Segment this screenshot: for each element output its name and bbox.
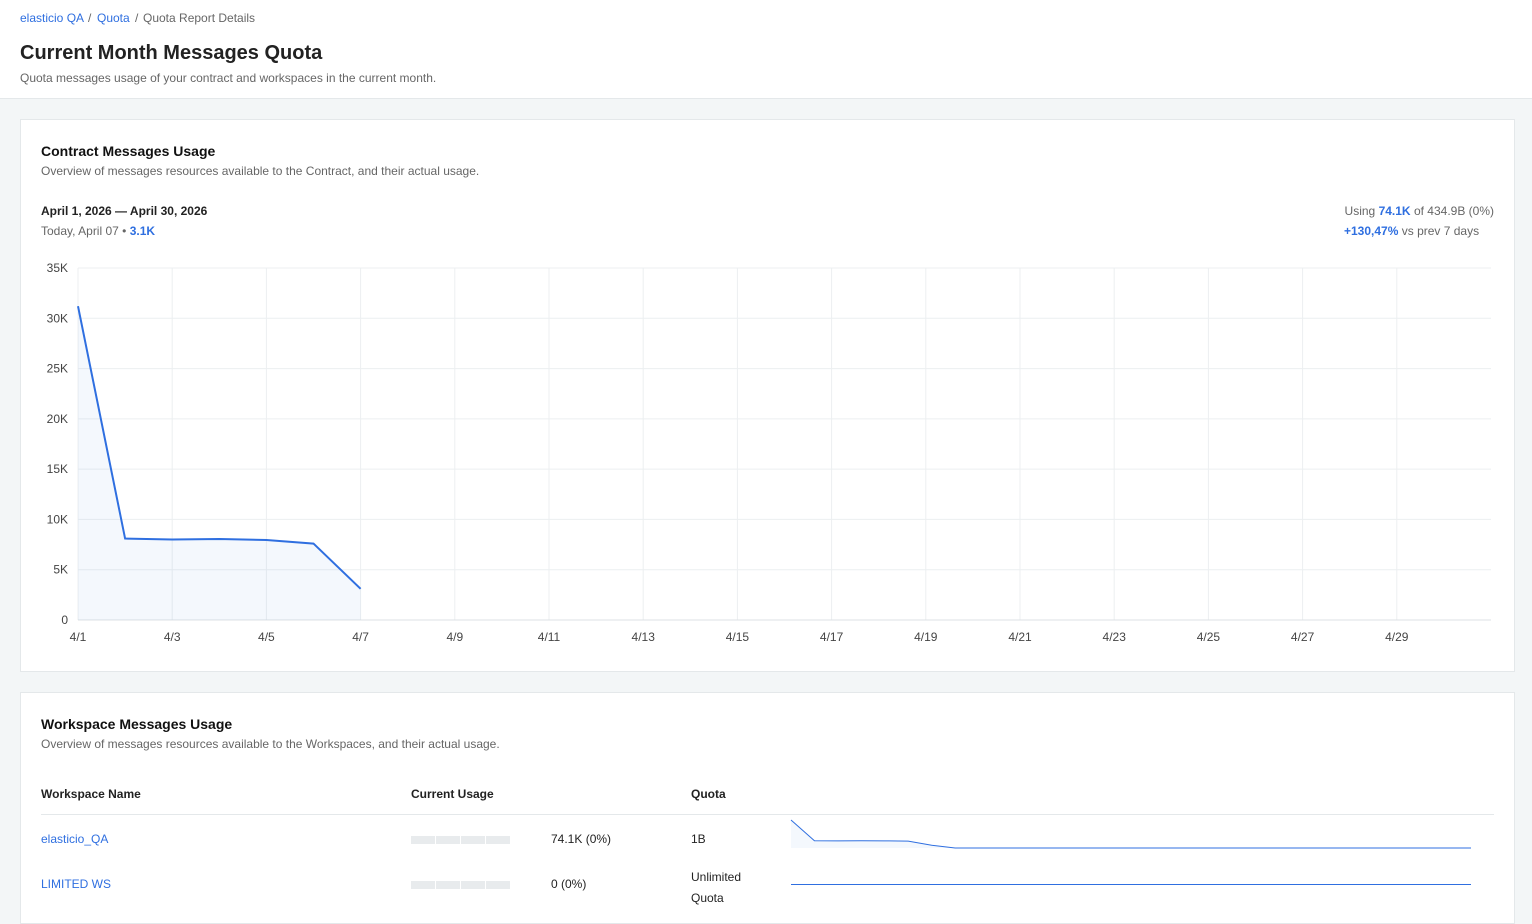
- usage-bar: [411, 881, 511, 889]
- y-tick-label: 30K: [47, 311, 68, 325]
- sparkline: [790, 819, 1471, 849]
- y-tick-label: 5K: [53, 563, 68, 577]
- column-header: Current Usage: [411, 787, 494, 801]
- y-tick-label: 0: [61, 613, 68, 627]
- quota-value: Unlimited Quota: [691, 870, 742, 905]
- breadcrumb-link[interactable]: elasticio QA: [20, 11, 85, 25]
- x-tick-label: 4/21: [1008, 630, 1032, 644]
- usage-value: 0 (0%): [551, 877, 587, 891]
- x-tick-label: 4/3: [164, 630, 181, 644]
- x-tick-label: 4/17: [820, 630, 844, 644]
- y-tick-label: 35K: [47, 261, 68, 275]
- breadcrumb-separator: /: [88, 11, 92, 25]
- breadcrumb-separator: /: [135, 11, 139, 25]
- y-tick-label: 15K: [47, 462, 68, 476]
- card-subtitle: Overview of messages resources available…: [41, 164, 480, 178]
- x-tick-label: 4/25: [1197, 630, 1221, 644]
- using-value: 74.1K: [1378, 204, 1411, 218]
- today-value: 3.1K: [129, 224, 156, 238]
- using-suffix: of 434.9B (0%): [1413, 204, 1494, 218]
- x-tick-label: 4/1: [70, 630, 87, 644]
- usage-bar-segment: [461, 836, 485, 844]
- change: +130,47% vs prev 7 days: [1344, 224, 1479, 238]
- usage-bar-segment: [486, 836, 510, 844]
- using: Using 74.1K of 434.9B (0%): [1345, 204, 1494, 218]
- workspace-link[interactable]: elasticio_QA: [41, 832, 109, 846]
- x-tick-label: 4/29: [1385, 630, 1409, 644]
- usage-bar-segment: [436, 881, 460, 889]
- contract-card: Contract Messages Usage Overview of mess…: [20, 119, 1515, 672]
- breadcrumb-link[interactable]: Quota: [97, 11, 130, 25]
- usage-bar-segment: [461, 881, 485, 889]
- column-header: Workspace Name: [41, 787, 141, 801]
- x-tick-label: 4/27: [1291, 630, 1315, 644]
- x-tick-label: 4/5: [258, 630, 275, 644]
- line: [77, 306, 362, 590]
- today-label: Today, April 07 •: [41, 224, 127, 238]
- chart: 0 5K 10K 15K 20K 25K 30K 35K 4/1 4/3 4/5 4/7 4/9 4/11…: [47, 261, 1491, 644]
- today: Today, April 07 • 3.1K: [41, 224, 155, 238]
- header: elasticio QA / Quota / Quota Report Deta…: [0, 0, 1532, 99]
- card-title: Contract Messages Usage: [41, 143, 216, 159]
- using-prefix: Using: [1344, 204, 1376, 218]
- usage-bar-segment: [486, 881, 510, 889]
- usage-bar-segment: [411, 881, 435, 889]
- y-tick-label: 25K: [47, 362, 68, 376]
- sparkline-line: [790, 819, 1471, 849]
- usage-value: 74.1K (0%): [551, 832, 612, 846]
- usage-bar: [411, 836, 511, 844]
- card-subtitle: Overview of messages resources available…: [41, 737, 500, 751]
- sparkline-area: [791, 820, 1471, 848]
- x-tick-label: 4/19: [914, 630, 938, 644]
- page-subtitle: Quota messages usage of your contract an…: [20, 71, 437, 85]
- period: April 1, 2026 — April 30, 2026: [41, 204, 208, 218]
- x-tick-label: 4/11: [538, 630, 561, 644]
- breadcrumb-current: Quota Report Details: [143, 11, 256, 25]
- x-tick-label: 4/7: [352, 630, 369, 644]
- workspace-link[interactable]: LIMITED WS: [41, 877, 112, 891]
- area: [78, 306, 361, 620]
- x-tick-label: 4/9: [446, 630, 463, 644]
- workspace-card: Workspace Messages Usage Overview of mes…: [20, 692, 1515, 924]
- y-tick-label: 10K: [47, 512, 68, 526]
- usage-bar-segment: [411, 836, 435, 844]
- card-title: Workspace Messages Usage: [41, 716, 233, 732]
- column-header: Quota: [691, 787, 726, 801]
- sparkline: [791, 884, 1471, 885]
- x-tick-label: 4/23: [1103, 630, 1127, 644]
- usage-bar-segment: [436, 836, 460, 844]
- x-tick-label: 4/15: [726, 630, 750, 644]
- divider: [41, 814, 1494, 815]
- y-tick-label: 20K: [47, 412, 68, 426]
- change-value: +130,47%: [1344, 224, 1399, 238]
- change-label: vs prev 7 days: [1401, 224, 1480, 238]
- page-title: Current Month Messages Quota: [20, 42, 323, 64]
- quota-value: 1B: [691, 832, 706, 846]
- x-tick-label: 4/13: [632, 630, 656, 644]
